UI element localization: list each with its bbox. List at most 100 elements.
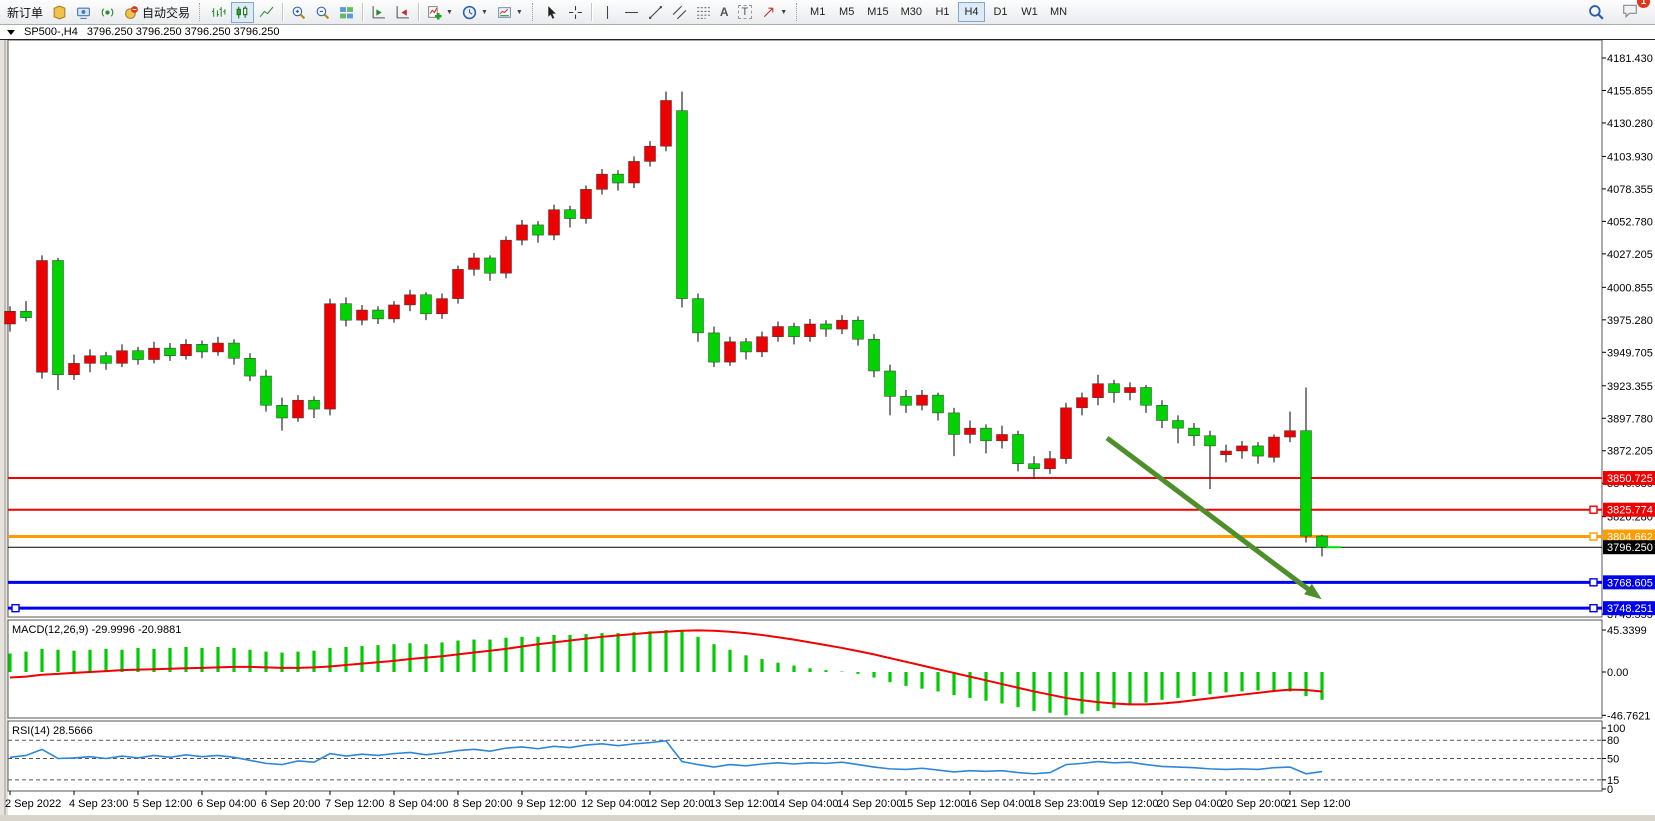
- order-book-icon: [53, 4, 66, 20]
- periods-button[interactable]: ▼: [458, 2, 492, 23]
- text-button[interactable]: A: [716, 2, 733, 23]
- notification-badge[interactable]: 1: [1637, 0, 1650, 9]
- timeframe-D1[interactable]: D1: [987, 2, 1014, 22]
- svg-text:3820.280: 3820.280: [1607, 512, 1653, 524]
- chart-shift-icon: [372, 5, 385, 18]
- timeframe-M15[interactable]: M15: [862, 2, 893, 22]
- auto-scroll-button[interactable]: [391, 2, 414, 23]
- svg-text:20 Sep 04:00: 20 Sep 04:00: [1157, 798, 1222, 810]
- toolbar-grip: [531, 3, 535, 21]
- search-button[interactable]: [1584, 2, 1608, 23]
- svg-text:4130.280: 4130.280: [1607, 118, 1653, 130]
- fibonacci-button[interactable]: [692, 2, 715, 23]
- svg-text:3923.355: 3923.355: [1607, 381, 1653, 393]
- svg-text:8 Sep 20:00: 8 Sep 20:00: [453, 798, 512, 810]
- timeframe-M5[interactable]: M5: [833, 2, 860, 22]
- horizontal-line-icon: [624, 11, 638, 13]
- chart-candles-button[interactable]: [231, 1, 255, 23]
- fibonacci-icon: [696, 6, 710, 19]
- vertical-line-icon: [606, 5, 608, 19]
- svg-text:14 Sep 20:00: 14 Sep 20:00: [837, 798, 902, 810]
- signals-button[interactable]: [96, 2, 119, 23]
- svg-text:9 Sep 12:00: 9 Sep 12:00: [517, 798, 576, 810]
- time-axis[interactable]: 2 Sep 2022 4 Sep 23:00 5 Sep 12:00 6 Sep 04…: [5, 791, 1350, 810]
- cursor-button[interactable]: [540, 2, 563, 23]
- timeframe-H1[interactable]: H1: [929, 2, 956, 22]
- clock-icon: [462, 5, 477, 19]
- zoom-out-button[interactable]: [311, 2, 334, 23]
- toolbar: 新订单 自动交易 ▼ ▼: [0, 0, 1655, 25]
- tile-windows-button[interactable]: [335, 2, 358, 23]
- chart-bars-button[interactable]: [207, 2, 230, 23]
- toolbar-separator: [282, 3, 284, 21]
- svg-text:3897.780: 3897.780: [1607, 413, 1653, 425]
- indicators-caret[interactable]: ▼: [446, 8, 453, 16]
- chart-symbol-period: SP500-,H4: [24, 26, 78, 38]
- auto-scroll-icon: [396, 5, 409, 18]
- timeframe-W1[interactable]: W1: [1016, 2, 1043, 22]
- svg-text:3825.774: 3825.774: [1607, 505, 1653, 517]
- chat-icon: [1623, 4, 1637, 18]
- window-bottom-edge: [0, 815, 1655, 821]
- timeframe-M1[interactable]: M1: [804, 2, 831, 22]
- timeframe-MN[interactable]: MN: [1045, 2, 1072, 22]
- timeframe-H4[interactable]: H4: [958, 2, 985, 22]
- candles: [4, 91, 1328, 557]
- horizontal-lines[interactable]: [8, 477, 1602, 613]
- virtual-hosting-button[interactable]: [72, 2, 95, 23]
- svg-text:3768.605: 3768.605: [1607, 577, 1653, 589]
- timeframe-M30[interactable]: M30: [896, 2, 927, 22]
- templates-button[interactable]: ▼: [493, 2, 527, 23]
- templates-icon: [497, 6, 511, 18]
- svg-text:21 Sep 12:00: 21 Sep 12:00: [1285, 798, 1350, 810]
- new-order-label: 新订单: [7, 5, 44, 20]
- vertical-line-button[interactable]: [596, 2, 619, 23]
- svg-text:20 Sep 20:00: 20 Sep 20:00: [1221, 798, 1286, 810]
- svg-text:3748.251: 3748.251: [1607, 603, 1653, 615]
- horizontal-line-button[interactable]: [620, 2, 643, 23]
- equidistant-channel-button[interactable]: [668, 2, 691, 23]
- chat-button[interactable]: [1618, 0, 1642, 21]
- channel-icon: [672, 5, 687, 19]
- macd-label: MACD(12,26,9) -29.9996 -20.9881: [12, 624, 181, 636]
- add-indicator-icon: [428, 5, 442, 19]
- svg-text:3850.725: 3850.725: [1607, 473, 1653, 485]
- indicators-button[interactable]: ▼: [423, 2, 457, 23]
- chart-shift-button[interactable]: [367, 2, 390, 23]
- zoom-in-button[interactable]: [287, 2, 310, 23]
- crosshair-icon: [568, 5, 582, 19]
- text-label-button[interactable]: T: [734, 2, 757, 23]
- svg-text:3796.250: 3796.250: [1607, 542, 1653, 554]
- autotrading-icon: [125, 5, 138, 19]
- arrows-caret[interactable]: ▼: [780, 8, 788, 16]
- arrows-button[interactable]: ▼: [757, 2, 791, 23]
- svg-text:13 Sep 12:00: 13 Sep 12:00: [709, 798, 774, 810]
- chart-line-button[interactable]: [255, 2, 278, 23]
- svg-text:4181.430: 4181.430: [1607, 53, 1653, 65]
- svg-text:2 Sep 2022: 2 Sep 2022: [5, 798, 61, 810]
- svg-text:8 Sep 04:00: 8 Sep 04:00: [389, 798, 448, 810]
- trend-arrow[interactable]: [1105, 436, 1322, 600]
- order-book-button[interactable]: [48, 2, 71, 23]
- chevron-down-icon[interactable]: [7, 29, 15, 35]
- svg-text:3872.205: 3872.205: [1607, 446, 1653, 458]
- svg-text:4078.355: 4078.355: [1607, 184, 1653, 196]
- text-tool-icon: A: [719, 5, 729, 19]
- toolbar-right: 1: [1584, 0, 1652, 24]
- autotrading-label: 自动交易: [142, 5, 191, 20]
- periods-caret[interactable]: ▼: [480, 8, 488, 16]
- svg-text:19 Sep 12:00: 19 Sep 12:00: [1093, 798, 1158, 810]
- zoom-in-icon: [292, 6, 306, 19]
- trendline-button[interactable]: [644, 2, 667, 23]
- new-order-button[interactable]: 新订单: [3, 2, 47, 23]
- autotrading-button[interactable]: 自动交易: [120, 2, 194, 23]
- arrows-tool-icon: [764, 7, 774, 17]
- crosshair-button[interactable]: [564, 2, 587, 23]
- bar-chart-icon: [212, 6, 226, 17]
- chart-title-bar[interactable]: SP500-,H4 3796.250 3796.250 3796.250 379…: [0, 25, 1655, 40]
- chart-canvas[interactable]: 4181.430 4155.855 4130.280 4103.930 4078.355…: [0, 25, 1655, 821]
- svg-text:16 Sep 04:00: 16 Sep 04:00: [965, 798, 1030, 810]
- svg-text:0: 0: [1607, 784, 1613, 796]
- templates-caret[interactable]: ▼: [515, 8, 523, 16]
